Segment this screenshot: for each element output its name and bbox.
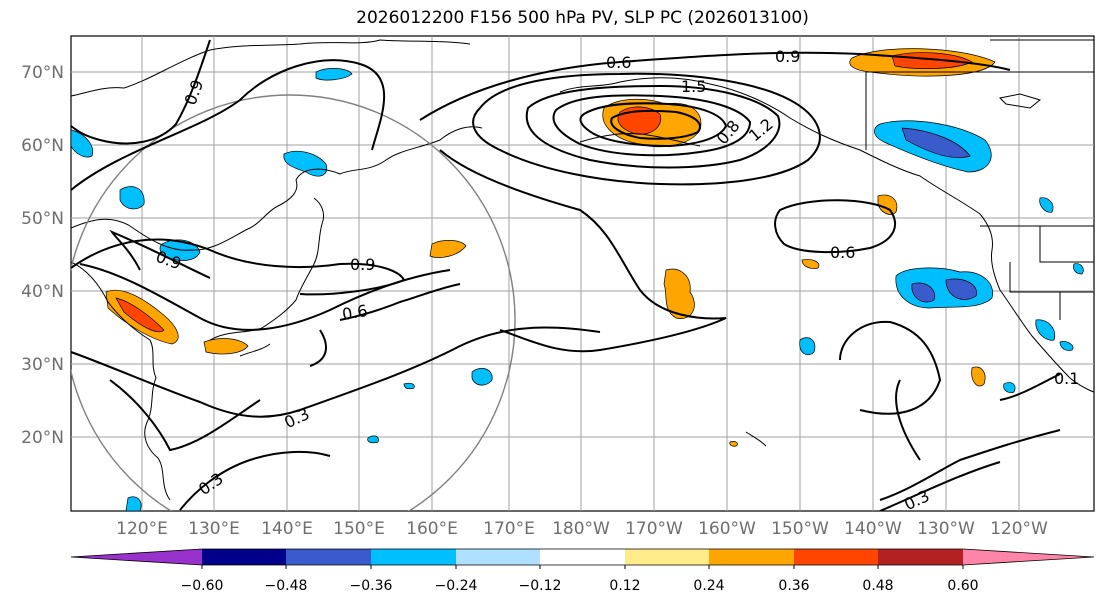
pv-negative-siberia-3 [119,186,145,210]
pv-negative-small-8 [125,496,142,511]
pv-positive-siberia-core [891,52,973,69]
contour-label-8: 0.9 [350,255,375,274]
pv-positive-pacific-2 [663,268,695,319]
lat-label: 20°N [21,428,64,448]
colorbar-tick-label: 0.12 [609,578,640,594]
pv-negative-small-5 [1003,382,1016,393]
colorbar-tick-label: 0.24 [693,578,724,594]
colorbar-segment [202,549,286,565]
lat-label: 50°N [21,209,64,229]
pv-negative-ne-pacific [895,267,993,309]
colorbar-tick-label: −0.36 [350,578,393,594]
lon-label: 150°W [771,519,829,539]
colorbar [70,548,1095,569]
lon-label: 140°W [844,519,902,539]
lat-label: 40°N [21,282,64,302]
colorbar-segment [456,549,540,565]
colorbar-ticks: −0.60 −0.48 −0.36 −0.24 −0.12 0.12 0.24 … [181,578,979,594]
lon-label: 120°W [990,519,1048,539]
colorbar-tick-label: −0.60 [181,578,224,594]
pv-negative-small-10 [1073,263,1084,275]
coastlines [71,39,1094,501]
colorbar-segment [286,549,371,565]
pv-positive-pacific-6 [971,366,986,387]
colorbar-segment [794,549,878,565]
pv-negative-siberia-2 [283,150,328,177]
colorbar-segment [878,549,963,565]
pv-negative-small-3 [1039,197,1054,213]
pv-negative-ne-pacific-core-1 [911,282,936,303]
pv-negative-ne-pacific-core-2 [945,278,977,300]
contour-label-2: 0.6 [606,53,631,72]
pv-negative-small-2 [799,337,816,355]
slp-contours [71,39,1061,511]
pv-positive-china-core [115,297,165,333]
pv-negative-small-9 [1059,341,1074,351]
lon-label: 170°E [483,519,535,539]
contour-label-9: 0.6 [341,301,369,324]
colorbar-tick-label: 0.36 [778,578,809,594]
pv-negative-siberia-1 [315,68,353,81]
lon-label: 170°W [625,519,683,539]
lon-label: 140°E [261,519,313,539]
colorbar-extend-low [71,549,202,565]
pv-positive-japan-south [203,338,249,355]
colorbar-tick-label: −0.12 [519,578,562,594]
pv-positive-pacific-1 [429,240,467,258]
lat-label: 70°N [21,63,64,83]
colorbar-extend-high [963,549,1094,565]
lon-label: 160°W [698,519,756,539]
pv-negative-gulf-alaska-core [901,127,971,158]
pv-positive-pacific-4 [801,259,820,269]
colorbar-segment [625,549,709,565]
colorbar-tick-label: −0.48 [265,578,308,594]
lat-label: 30°N [21,355,64,375]
pv-negative-small-1 [471,368,493,386]
pv-positive-pacific-3 [877,194,898,215]
colorbar-tick-label: 0.48 [862,578,893,594]
contour-label-4: 1.5 [681,77,706,96]
contour-label-14: 0.1 [1054,369,1079,388]
colorbar-segment [540,549,625,565]
colorbar-segment [371,549,456,565]
pv-positive-alaska-core [617,106,662,135]
contour-label-10: 0.6 [830,243,855,262]
pv-negative-small-6 [403,382,415,390]
lon-label: 120°E [116,519,168,539]
lon-label: 130°E [188,519,240,539]
lon-label: 160°E [406,519,458,539]
longitude-labels: 120°E 130°E 140°E 150°E 160°E 170°E 180°… [116,519,1048,539]
pv-negative-west-edge [71,129,94,158]
lon-label: 180°W [552,519,610,539]
latitude-labels: 70°N 60°N 50°N 40°N 30°N 20°N [21,63,64,448]
colorbar-segment [709,549,794,565]
lon-label: 150°E [333,519,385,539]
colorbar-tick-label: 0.60 [947,578,978,594]
pv-positive-pacific-5 [729,441,738,447]
colorbar-tick-label: −0.24 [435,578,478,594]
pv-negative-small-7 [367,435,379,444]
contour-label-3: 0.9 [775,47,800,66]
pv-negative-small-4 [1035,319,1056,341]
map-title: 2026012200 F156 500 hPa PV, SLP PC (2026… [356,8,809,28]
lon-label: 130°W [917,519,975,539]
range-ring [71,94,516,511]
lat-label: 60°N [21,136,64,156]
